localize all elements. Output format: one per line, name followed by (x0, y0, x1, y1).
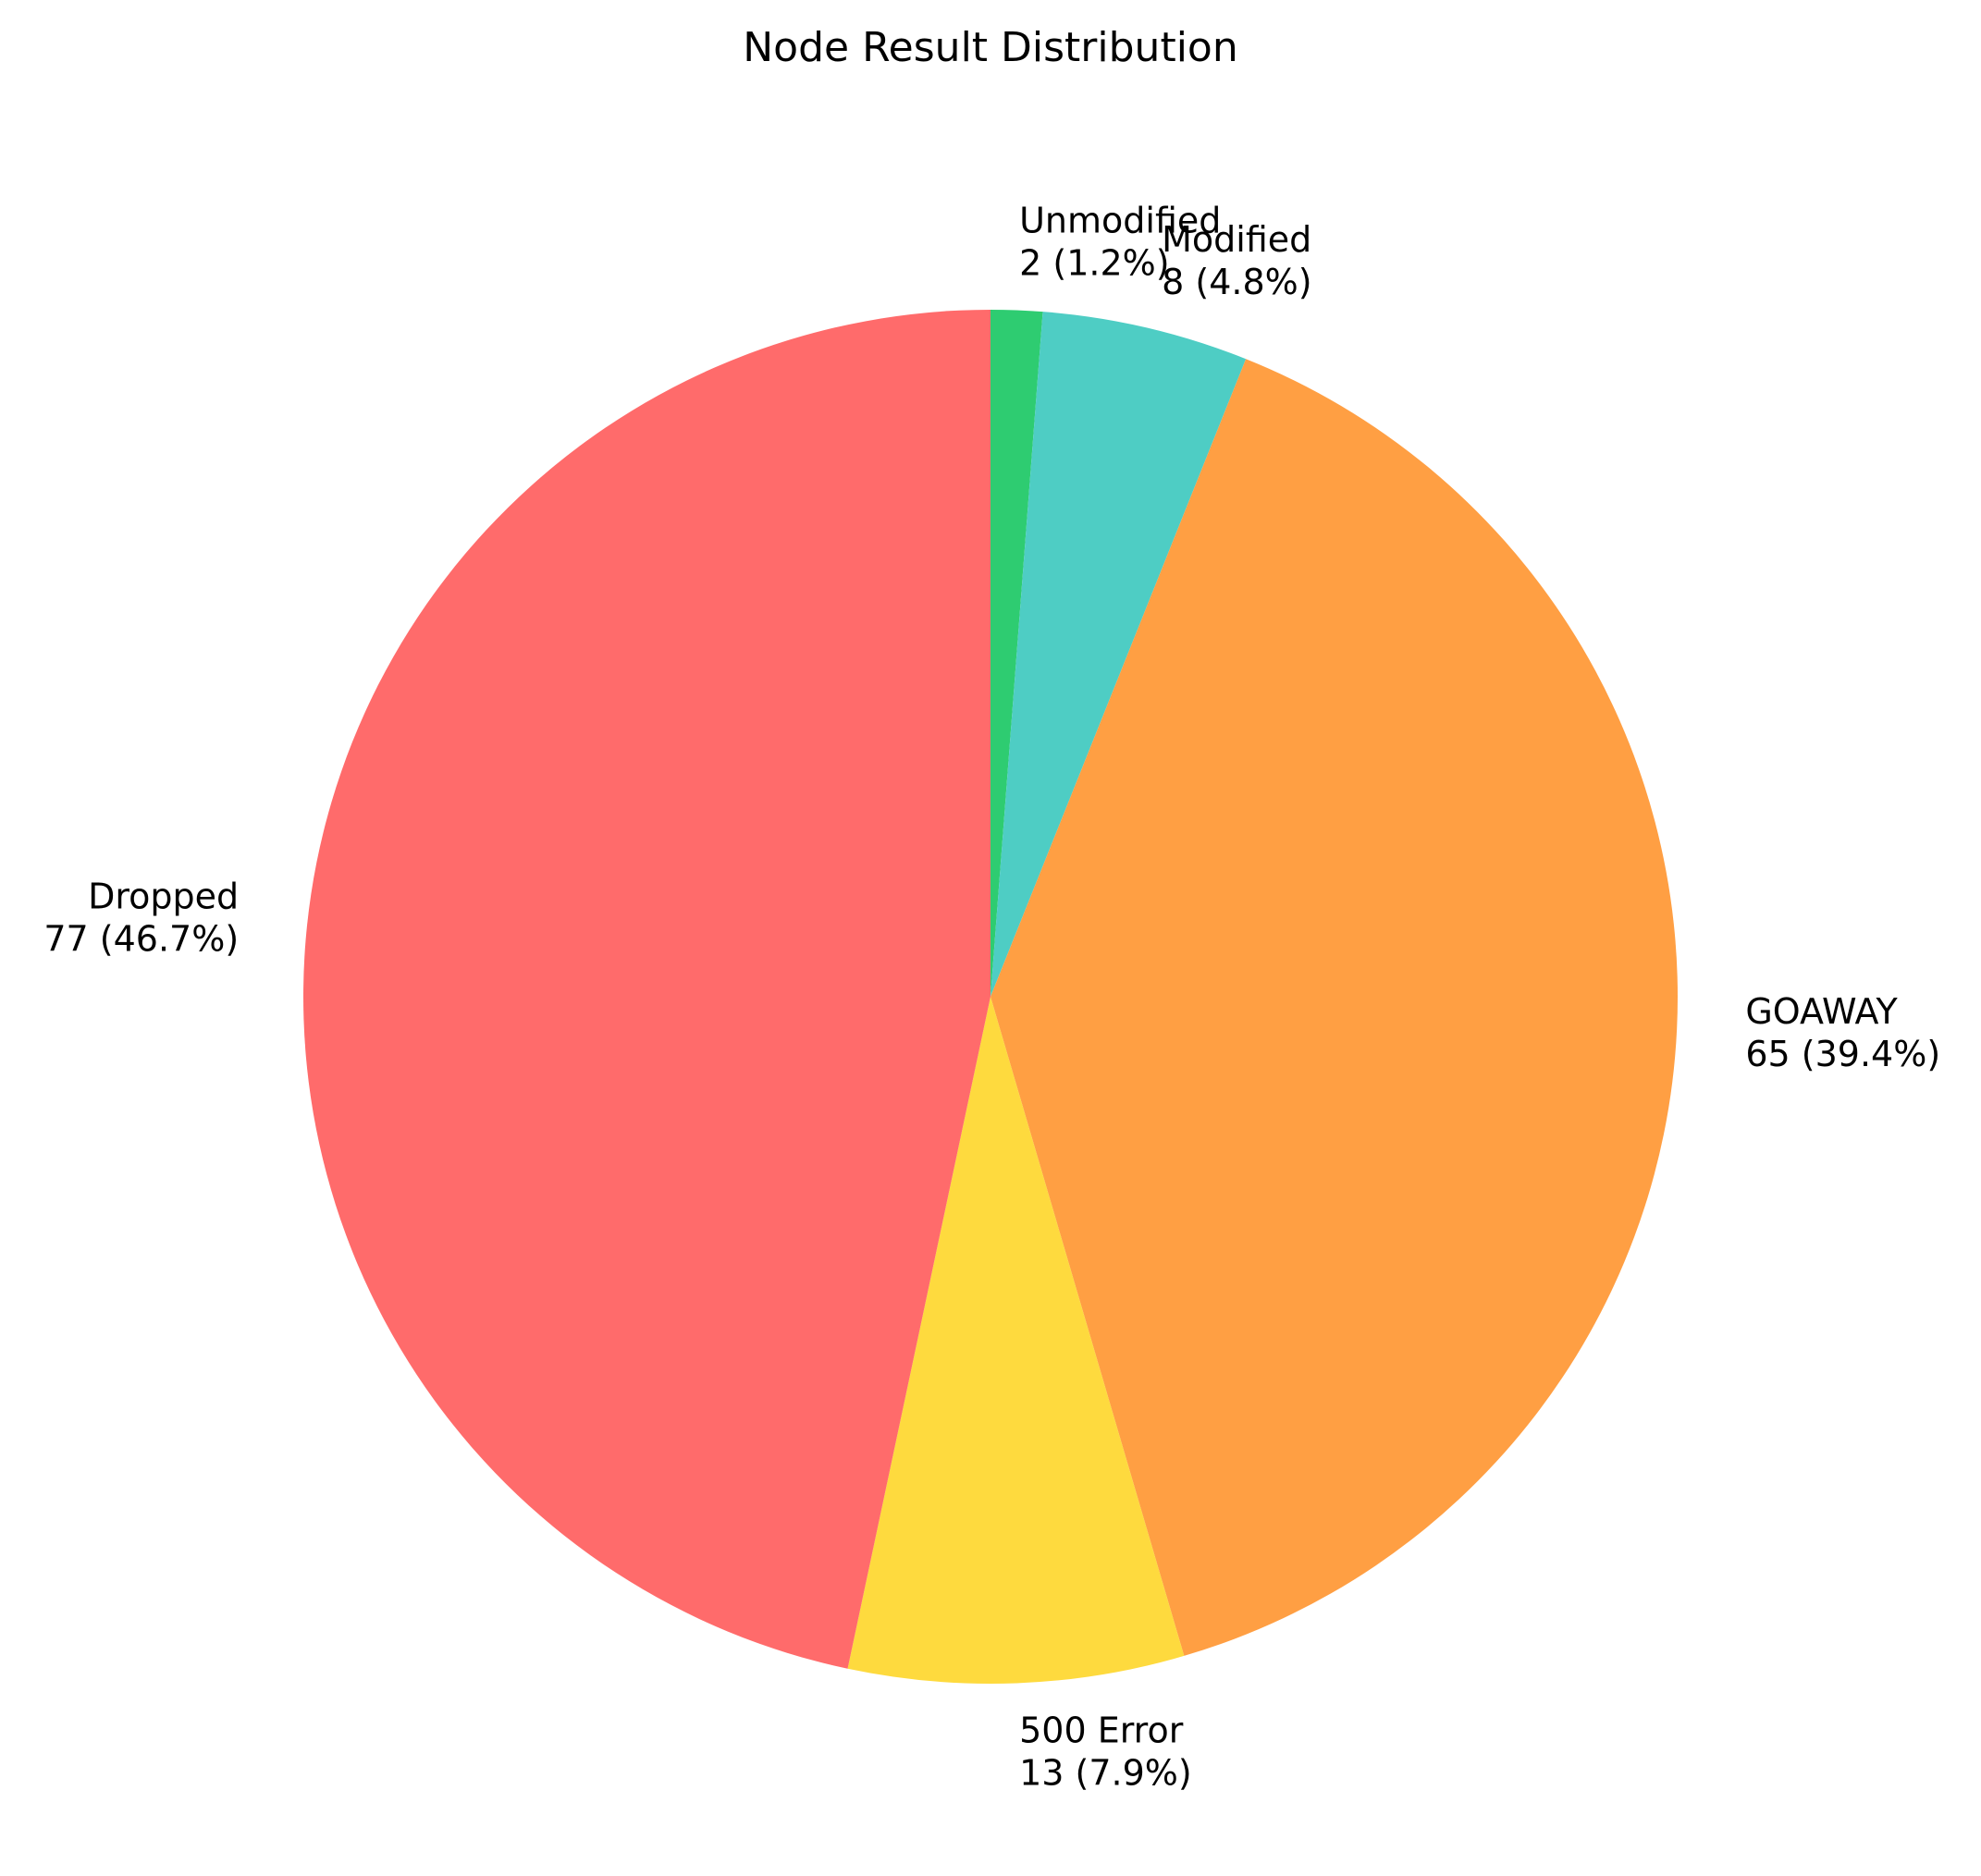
slice-label-name: Unmodified (1019, 200, 1221, 240)
slice-labels: Unmodified 2 (1.2%)Modified 8 (4.8%) GOAWAY… (43, 200, 1940, 1793)
slice-label-unmodified: Unmodified 2 (1.2%) (1019, 200, 1221, 283)
slice-label-name: Modified (1162, 219, 1311, 260)
pie-slice-500-error (847, 997, 1185, 1684)
pie-slice-unmodified (990, 310, 1043, 997)
pie-slice-goaway (990, 359, 1678, 1656)
slice-label-modified: Modified 8 (4.8%) (1162, 219, 1311, 302)
slice-label-name: Dropped (88, 877, 239, 917)
pie-slice-dropped (303, 310, 990, 1669)
slice-label-value: 77 (46.7%) (43, 919, 239, 960)
slice-label-value: 2 (1.2%) (1019, 242, 1169, 283)
slice-label-value: 65 (39.4%) (1745, 1034, 1940, 1074)
slice-label-name: GOAWAY (1745, 991, 1898, 1032)
slice-label-value: 13 (7.9%) (1019, 1753, 1192, 1794)
slice-label-dropped: Dropped 77 (46.7%) (43, 877, 239, 960)
slice-label-goaway: GOAWAY 65 (39.4%) (1745, 991, 1940, 1074)
slice-label-name: 500 Error (1019, 1710, 1184, 1751)
slice-label-500-error: 500 Error 13 (7.9%) (1019, 1710, 1192, 1794)
pie-slice-modified (990, 312, 1247, 997)
slice-label-value: 8 (4.8%) (1162, 262, 1311, 302)
pie-slices (303, 310, 1678, 1684)
chart-title: Node Result Distribution (743, 24, 1237, 71)
